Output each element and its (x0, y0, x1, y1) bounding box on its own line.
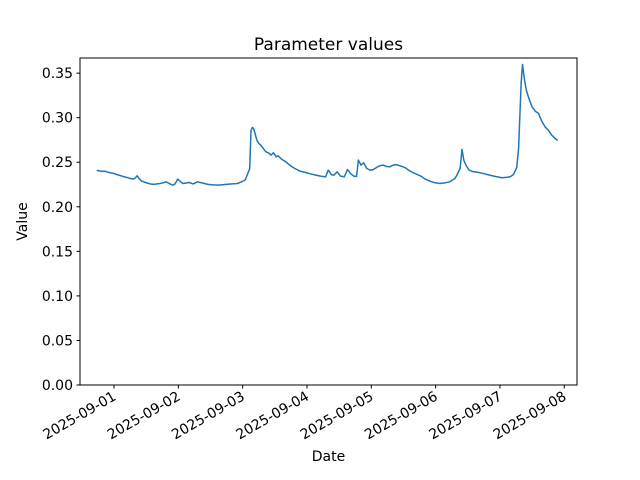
y-tick-label: 0.20 (42, 200, 73, 216)
y-axis-label: Value (15, 202, 31, 240)
y-tick-label: 0.30 (42, 111, 73, 127)
y-tick-label: 0.25 (42, 155, 73, 171)
y-tick-label: 0.05 (42, 333, 73, 349)
y-tick-label: 0.00 (42, 378, 73, 394)
y-tick-label: 0.10 (42, 289, 73, 305)
chart-title: Parameter values (254, 35, 403, 55)
y-tick-label: 0.15 (42, 244, 73, 260)
plot-area-border (79, 57, 578, 386)
y-tick-label: 0.35 (42, 66, 73, 82)
x-axis-label: Date (312, 449, 345, 465)
x-tick-label: 2025-09-08 (491, 389, 569, 444)
data-line-parameter (96, 63, 558, 186)
